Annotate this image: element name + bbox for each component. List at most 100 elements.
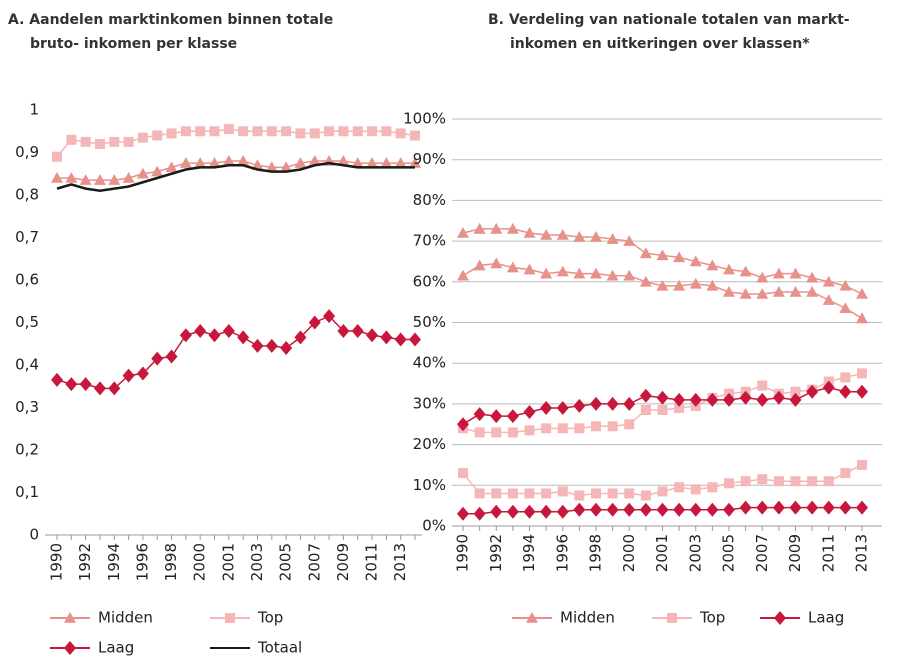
marker-triangle xyxy=(222,155,235,166)
marker-diamond xyxy=(409,332,421,347)
marker-square xyxy=(123,136,134,147)
x-tick-label: 2001 xyxy=(653,534,671,572)
marker-triangle xyxy=(366,157,379,168)
marker-triangle xyxy=(739,265,752,277)
x-tick-label: 1996 xyxy=(553,534,571,572)
marker-square xyxy=(252,126,263,137)
marker-diamond xyxy=(689,392,702,407)
y-tick-label: 0,4 xyxy=(15,356,39,374)
marker-diamond xyxy=(623,396,636,411)
marker-triangle xyxy=(526,612,538,623)
y-tick-label: 50% xyxy=(413,313,446,331)
marker-triangle xyxy=(822,294,835,305)
marker-square xyxy=(507,488,518,499)
y-tick-label: 0,9 xyxy=(15,143,39,161)
chart-title: inkomen en uitkeringen over klassen* xyxy=(510,36,810,52)
y-tick-label: 0,7 xyxy=(15,228,39,246)
marker-triangle xyxy=(639,275,652,287)
marker-diamond xyxy=(772,500,785,515)
marker-square xyxy=(541,488,552,499)
marker-square xyxy=(524,425,535,436)
y-tick-label: 70% xyxy=(413,232,446,250)
legend-label: Laag xyxy=(98,639,134,657)
marker-triangle xyxy=(556,265,569,277)
x-tick-label: 2003 xyxy=(248,543,266,581)
series-line xyxy=(56,315,415,390)
marker-triangle xyxy=(822,275,835,287)
marker-square xyxy=(640,405,651,416)
marker-square xyxy=(52,151,62,162)
marker-diamond xyxy=(136,366,149,381)
marker-triangle xyxy=(122,172,135,183)
marker-square xyxy=(624,419,635,430)
marker-diamond xyxy=(64,641,76,655)
marker-triangle xyxy=(839,279,852,291)
marker-square xyxy=(338,126,349,137)
marker-square xyxy=(773,476,784,487)
marker-diamond xyxy=(308,315,321,330)
marker-square xyxy=(823,476,834,487)
y-tick-label: 60% xyxy=(413,272,446,290)
marker-triangle xyxy=(806,285,819,297)
x-tick-label: 1998 xyxy=(162,543,180,581)
marker-diamond xyxy=(656,390,669,405)
y-tick-label: 80% xyxy=(413,191,446,209)
marker-triangle xyxy=(573,231,586,242)
marker-square xyxy=(574,423,585,434)
marker-triangle xyxy=(706,259,719,271)
marker-diamond xyxy=(540,400,553,415)
y-tick-label: 0,2 xyxy=(15,441,39,459)
marker-square xyxy=(352,126,363,137)
x-tick-label: 2007 xyxy=(305,543,323,581)
marker-diamond xyxy=(294,330,307,345)
marker-square xyxy=(757,474,768,485)
marker-diamond xyxy=(556,504,569,519)
y-tick-label: 10% xyxy=(413,476,446,494)
y-tick-label: 0,5 xyxy=(15,313,39,331)
marker-square xyxy=(367,126,378,137)
y-tick-label: 30% xyxy=(413,394,446,412)
marker-triangle xyxy=(772,267,785,279)
x-tick-label: 2013 xyxy=(853,534,871,572)
marker-triangle xyxy=(789,285,802,297)
marker-square xyxy=(381,126,392,137)
marker-square xyxy=(524,488,535,499)
marker-triangle xyxy=(756,288,769,299)
chart-title: B. Verdeling van nationale totalen van m… xyxy=(488,12,850,28)
marker-diamond xyxy=(706,392,719,407)
x-tick-label: 2005 xyxy=(277,543,295,581)
marker-square xyxy=(807,476,818,487)
marker-diamond xyxy=(457,417,469,432)
marker-triangle xyxy=(673,251,686,263)
marker-diamond xyxy=(774,611,786,625)
marker-triangle xyxy=(856,288,868,299)
y-tick-label: 1 xyxy=(29,101,39,119)
marker-square xyxy=(690,484,701,495)
marker-square xyxy=(137,132,148,143)
y-tick-label: 100% xyxy=(403,110,446,128)
marker-diamond xyxy=(723,392,735,407)
marker-square xyxy=(66,134,77,145)
x-tick-label: 1992 xyxy=(487,534,505,572)
marker-square xyxy=(209,126,220,137)
marker-triangle xyxy=(523,263,536,275)
marker-square xyxy=(790,386,801,397)
marker-triangle xyxy=(540,228,553,240)
marker-triangle xyxy=(280,161,293,173)
marker-triangle xyxy=(706,279,719,291)
marker-triangle xyxy=(351,157,364,168)
marker-triangle xyxy=(689,255,702,267)
x-tick-label: 1992 xyxy=(76,543,94,581)
x-tick-label: 1990 xyxy=(454,534,472,572)
marker-diamond xyxy=(165,349,178,364)
marker-diamond xyxy=(590,396,602,411)
marker-square xyxy=(667,613,677,623)
marker-diamond xyxy=(573,398,586,413)
x-tick-label: 1994 xyxy=(105,543,123,581)
marker-triangle xyxy=(79,174,92,185)
marker-diamond xyxy=(789,500,802,515)
marker-triangle xyxy=(237,155,250,166)
marker-diamond xyxy=(639,502,652,517)
marker-diamond xyxy=(337,324,350,338)
marker-triangle xyxy=(723,263,735,275)
